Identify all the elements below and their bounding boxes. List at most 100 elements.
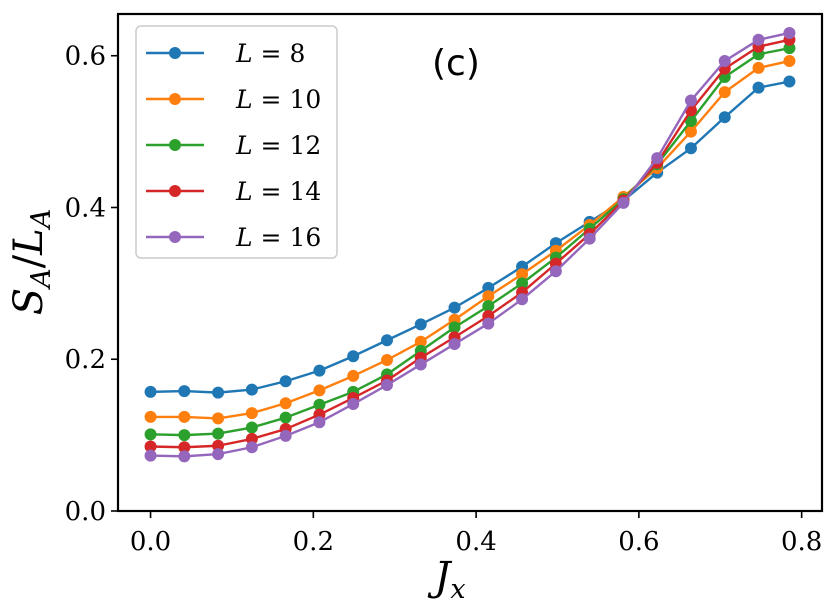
y-axis-label: SA/LA [6,209,57,315]
data-point [212,439,225,452]
x-tick-label: 0.6 [618,527,659,557]
data-point [245,421,258,434]
legend-box [135,25,338,259]
data-point [549,265,562,278]
x-axis-label: Jx [427,554,465,603]
data-point [347,350,360,363]
data-point [783,75,796,88]
data-point [313,364,326,377]
data-point [380,379,393,392]
data-point [516,277,529,290]
data-point [144,428,157,441]
legend-label: L = 10 [235,85,321,114]
data-point [313,416,326,429]
data-point [448,301,461,314]
data-point [279,375,292,388]
data-point [414,358,427,371]
data-point [783,55,796,68]
data-point [718,86,731,99]
data-point [414,318,427,331]
data-point [245,441,258,454]
data-point [617,196,630,209]
y-axis-label-main2: L [6,228,52,256]
legend: L = 8 L = 10 L = 12 L = 14 L = 16 [146,39,321,252]
legend-marker [169,185,181,197]
data-point [212,448,225,461]
data-point [178,441,191,454]
data-point [212,386,225,399]
x-tick-label: 0.0 [130,527,171,557]
data-point [783,42,796,55]
panel-annotation: (c) [432,43,480,84]
data-point [684,142,697,155]
data-point [144,440,157,453]
data-point [245,383,258,396]
legend-label: L = 12 [235,131,321,160]
y-axis-label-slash: / [6,254,52,268]
data-point [144,410,157,423]
data-point [482,281,495,294]
legend-label: L = 14 [235,177,321,206]
x-tick-label: 0.2 [293,527,334,557]
data-point [752,33,765,46]
ticks-layer: 0.0 0.2 0.4 0.6 0.8 0.0 0.2 0.4 0.6 [65,42,823,557]
y-tick-label: 0.4 [65,193,106,223]
data-point [752,61,765,74]
data-point [380,334,393,347]
legend-label: L = 16 [235,223,321,252]
y-axis-label-sub: A [26,268,57,291]
legend-marker [169,231,181,243]
data-point [347,398,360,411]
data-point [482,317,495,330]
data-point [482,300,495,313]
data-point [718,55,731,68]
legend-item: L = 10 [146,85,321,114]
data-point [684,114,697,127]
data-point [380,354,393,367]
legend-item: L = 8 [146,39,305,68]
data-point [448,321,461,334]
data-point [347,369,360,382]
data-point [212,412,225,425]
data-point [178,410,191,423]
data-point [516,268,529,281]
data-point [752,81,765,94]
data-point [279,411,292,424]
y-axis-label-main: S [6,288,52,315]
data-point [718,111,731,124]
legend-item: L = 14 [146,177,321,206]
data-point [684,125,697,138]
legend-marker [169,139,181,151]
data-point [482,290,495,303]
legend-marker [169,93,181,105]
data-point [245,432,258,445]
data-point [178,450,191,463]
x-axis-label-main: J [427,554,452,600]
y-tick-label: 0.2 [65,345,106,375]
data-point [684,94,697,107]
y-axis-label-sub2: A [26,209,57,232]
series-4 [144,26,796,463]
data-point [516,293,529,306]
legend-item: L = 16 [146,223,321,252]
data-point [448,338,461,351]
data-point [212,427,225,440]
legend-marker [169,47,181,59]
y-tick-label: 0.6 [65,42,106,72]
data-point [783,26,796,39]
data-point [279,429,292,442]
legend-item: L = 12 [146,131,321,160]
data-point [414,335,427,348]
y-tick-label: 0.0 [65,497,106,527]
data-point [279,397,292,410]
data-point [178,429,191,442]
data-point [583,232,596,245]
data-point [178,385,191,398]
x-tick-label: 0.4 [455,527,496,557]
data-point [313,384,326,397]
legend-label: L = 8 [235,39,305,68]
data-point [651,152,664,165]
data-point [144,385,157,398]
x-axis-label-sub: x [450,574,465,603]
